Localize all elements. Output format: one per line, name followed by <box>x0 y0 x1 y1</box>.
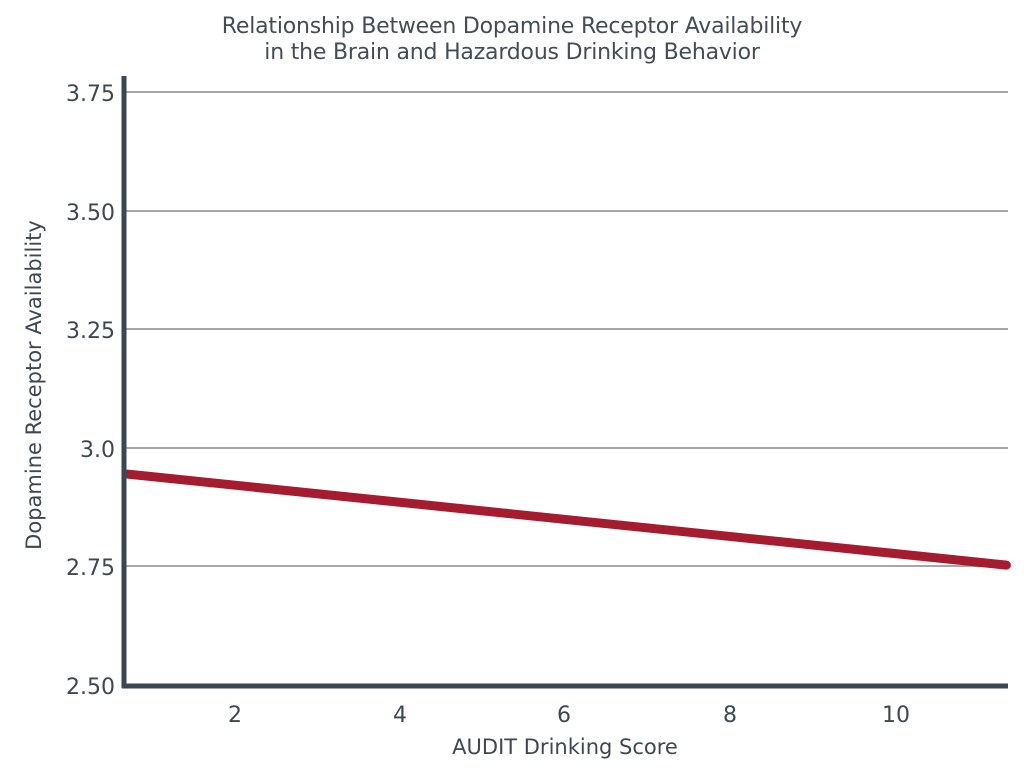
x-tick-label: 10 <box>882 703 910 728</box>
chart-title-line-2: in the Brain and Hazardous Drinking Beha… <box>264 40 760 65</box>
chart-title-line-1: Relationship Between Dopamine Receptor A… <box>221 14 803 39</box>
regression-line <box>123 469 1011 570</box>
gridlines <box>122 91 1008 567</box>
x-tick-label: 6 <box>557 703 571 728</box>
y-tick-label: 3.25 <box>66 319 115 344</box>
chart-title: Relationship Between Dopamine Receptor A… <box>0 14 1024 66</box>
y-tick-labels: 3.75 3.50 3.25 3.0 2.75 2.50 <box>66 82 115 700</box>
y-tick-label: 2.75 <box>66 556 115 581</box>
x-tick-label: 2 <box>228 703 242 728</box>
y-tick-label: 3.50 <box>66 201 115 226</box>
y-axis-title: Dopamine Receptor Availability <box>22 220 46 550</box>
y-tick-label: 3.0 <box>80 438 115 463</box>
y-tick-label: 2.50 <box>66 675 115 700</box>
x-tick-label: 8 <box>723 703 737 728</box>
x-axis-title: AUDIT Drinking Score <box>452 735 678 759</box>
x-tick-labels: 2 4 6 8 10 <box>228 703 910 728</box>
y-tick-label: 3.75 <box>66 82 115 107</box>
x-tick-label: 4 <box>393 703 407 728</box>
